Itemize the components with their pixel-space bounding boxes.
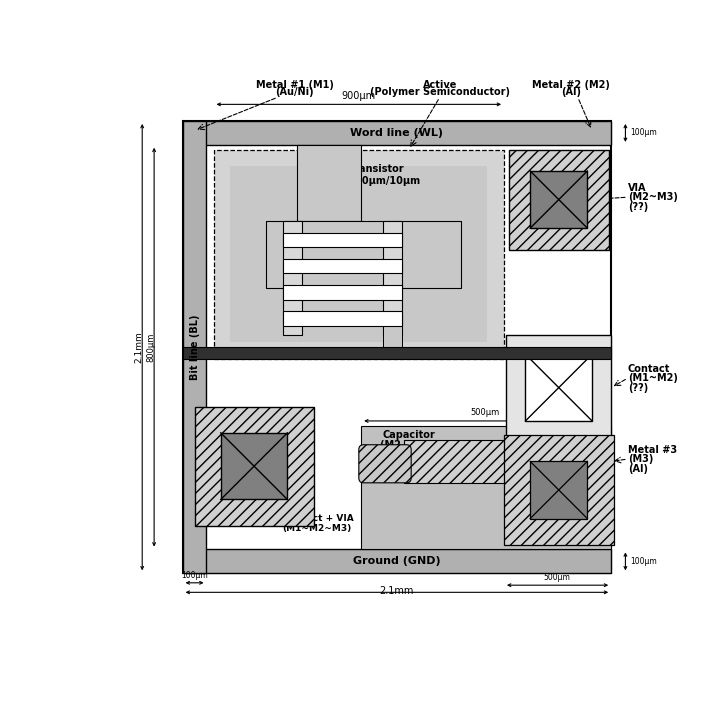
Text: (M1~M2~M3): (M1~M2~M3) — [282, 523, 352, 533]
Bar — [282, 285, 402, 299]
Bar — [183, 121, 611, 573]
Bar — [230, 166, 487, 343]
Text: Bit line (BL): Bit line (BL) — [189, 314, 199, 380]
Text: Metal #3: Metal #3 — [628, 444, 677, 454]
Text: Word line (WL): Word line (WL) — [350, 128, 443, 138]
Bar — [266, 221, 461, 288]
Text: Ground (GND): Ground (GND) — [353, 557, 440, 567]
Text: 800μm: 800μm — [146, 333, 155, 362]
Text: (??): (??) — [628, 383, 648, 392]
Text: (M2~M3): (M2~M3) — [628, 192, 678, 202]
Bar — [297, 145, 361, 221]
Bar — [530, 461, 587, 518]
Bar — [504, 435, 614, 545]
Text: 100μm: 100μm — [630, 129, 657, 137]
Text: Contact: Contact — [628, 363, 670, 373]
Text: Metal #2 (M2): Metal #2 (M2) — [531, 80, 609, 90]
Text: 2.1mm: 2.1mm — [134, 331, 143, 363]
Bar — [183, 347, 611, 359]
Bar — [183, 121, 611, 145]
Bar — [183, 121, 207, 573]
Bar — [213, 149, 504, 359]
Text: (M3): (M3) — [628, 454, 653, 464]
Text: 20μm: 20μm — [502, 350, 526, 359]
Bar — [221, 433, 288, 500]
Bar — [404, 440, 611, 483]
Text: Capacitor: Capacitor — [382, 430, 435, 440]
Text: 500μm: 500μm — [543, 572, 570, 582]
Bar — [361, 426, 611, 550]
Bar — [282, 221, 301, 336]
Bar — [507, 336, 611, 440]
Text: VIA: VIA — [628, 183, 646, 193]
Text: (Au/Ni): (Au/Ni) — [275, 87, 314, 97]
FancyBboxPatch shape — [359, 445, 411, 483]
Bar — [509, 149, 609, 250]
Text: 900μm: 900μm — [341, 91, 376, 101]
Bar — [183, 550, 611, 573]
Text: (Al): (Al) — [561, 87, 581, 97]
Text: W/L=1000μm/10μm: W/L=1000μm/10μm — [314, 176, 421, 186]
Text: (Al): (Al) — [628, 464, 648, 474]
Bar — [383, 324, 402, 347]
Bar — [530, 171, 587, 228]
Bar — [282, 259, 402, 273]
Text: (??): (??) — [628, 202, 648, 212]
Text: Metal #1 (M1): Metal #1 (M1) — [256, 80, 333, 90]
Text: 500μm: 500μm — [470, 408, 499, 417]
Text: (M1~M2): (M1~M2) — [628, 373, 678, 383]
Text: 100μm: 100μm — [630, 557, 657, 566]
Text: PMOS transistor: PMOS transistor — [314, 164, 403, 173]
Bar — [383, 221, 402, 336]
Bar — [526, 354, 592, 421]
Bar — [194, 407, 314, 525]
Text: (Polymer Semiconductor): (Polymer Semiconductor) — [370, 87, 510, 97]
Text: Contact + VIA: Contact + VIA — [282, 514, 353, 523]
Bar — [282, 233, 402, 247]
Text: 2.1mm: 2.1mm — [380, 586, 414, 596]
Text: (M2 & M3): (M2 & M3) — [380, 439, 438, 450]
Bar — [282, 311, 402, 326]
Text: Active: Active — [422, 80, 457, 90]
Text: 100μm: 100μm — [181, 572, 208, 580]
